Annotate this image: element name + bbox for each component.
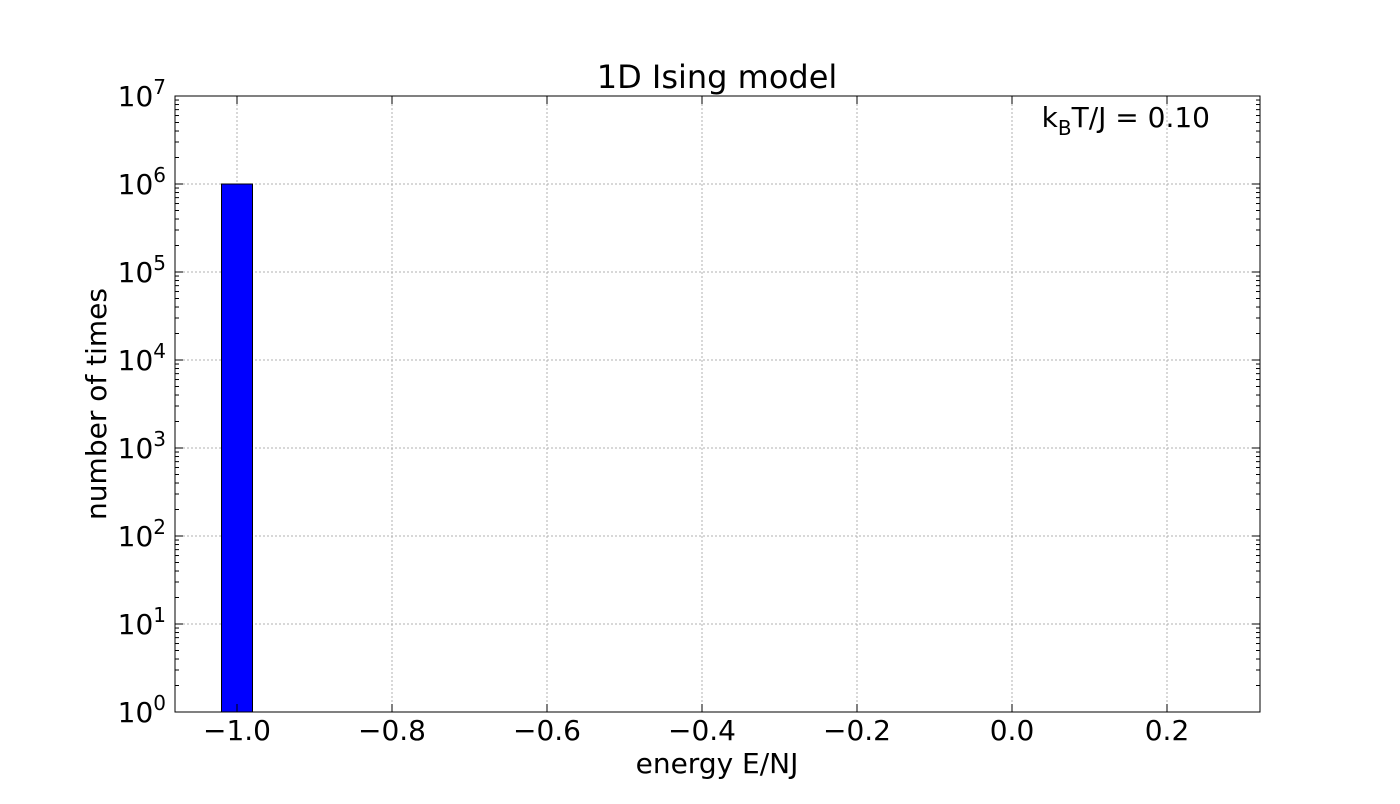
ticks [175,95,1260,713]
y-tick-base: 10 [118,608,154,641]
y-tick-base: 10 [118,256,154,289]
y-tick-label: 106 [118,163,166,201]
y-axis-label: number of times [80,288,113,520]
x-tick-label: 0.0 [990,714,1035,747]
y-tick-base: 10 [118,344,154,377]
y-tick-exponent: 7 [153,75,166,99]
annotation-subscript: B [1058,116,1072,140]
y-tick-exponent: 6 [153,163,166,187]
annotation-k: k [1042,101,1059,134]
y-tick-base: 10 [118,432,154,465]
y-tick-exponent: 2 [153,515,166,539]
tick-labels: −1.0 −0.8 −0.6 −0.4 −0.2 0.0 0.210010110210310… [118,75,1190,747]
y-tick-base: 10 [118,168,154,201]
y-tick-base: 10 [118,520,154,553]
x-tick-label: −0.8 [358,714,426,747]
y-tick-exponent: 5 [153,251,166,275]
y-tick-label: 103 [118,427,166,465]
y-tick-exponent: 4 [153,339,166,363]
x-tick-label: −1.0 [203,714,271,747]
y-tick-base: 10 [118,80,154,113]
y-tick-exponent: 1 [153,603,166,627]
y-tick-label: 105 [118,251,166,289]
annotation-rest: T/J = 0.10 [1071,101,1210,134]
histogram-bar [221,183,253,713]
bars [221,183,253,713]
temperature-annotation: kBT/J = 0.10 [1042,101,1210,140]
y-tick-label: 101 [118,603,166,641]
x-tick-label: 0.2 [1145,714,1190,747]
x-tick-label: −0.4 [668,714,736,747]
y-tick-label: 100 [118,691,166,729]
x-tick-label: −0.2 [823,714,891,747]
y-tick-exponent: 3 [153,427,166,451]
x-axis-label: energy E/NJ [636,747,799,780]
y-tick-label: 107 [118,75,166,113]
y-tick-base: 10 [118,696,154,729]
chart-title: 1D Ising model [597,58,838,96]
plot-frame [174,95,1261,713]
y-tick-exponent: 0 [153,691,166,715]
y-tick-label: 102 [118,515,166,553]
y-tick-label: 104 [118,339,166,377]
x-tick-label: −0.6 [513,714,581,747]
